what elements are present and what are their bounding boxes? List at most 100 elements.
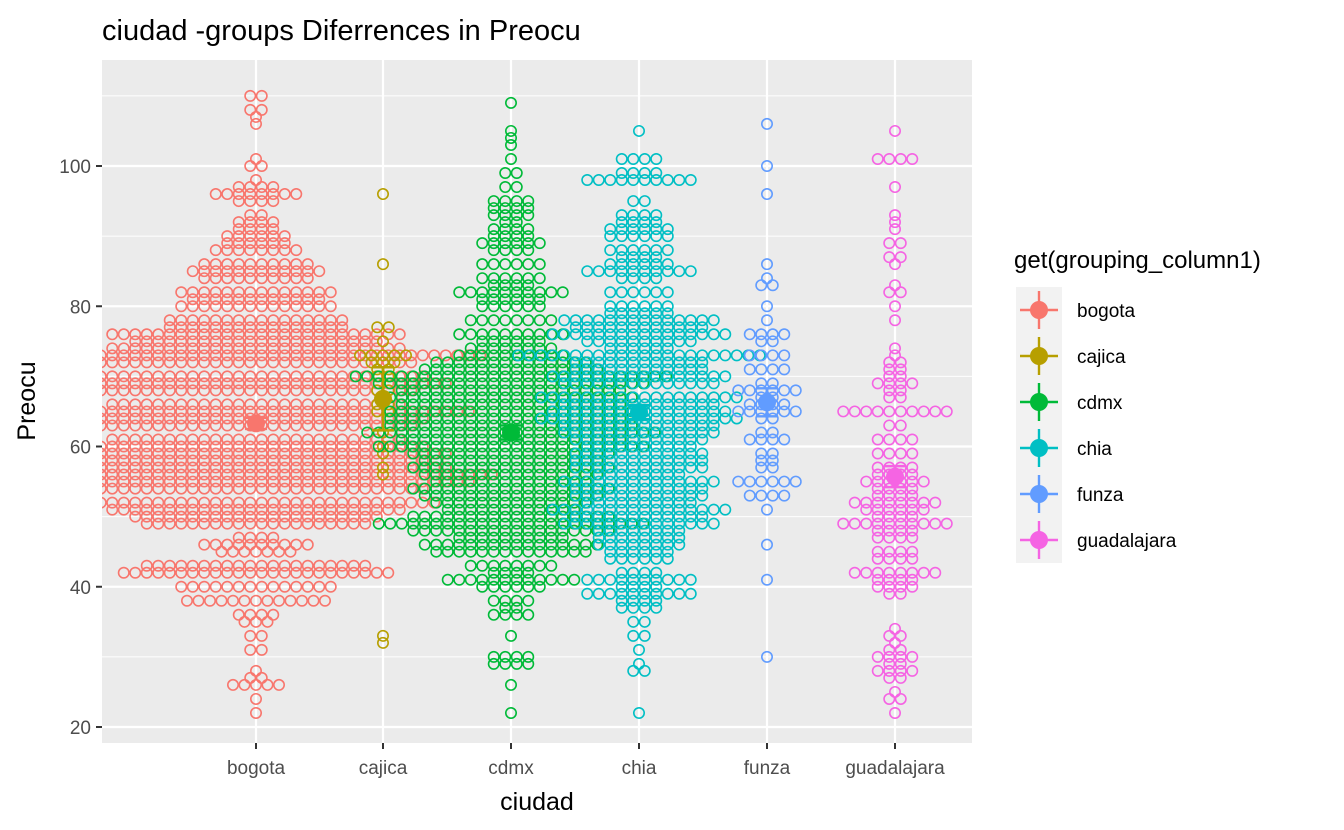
data-point bbox=[883, 377, 896, 390]
data-point bbox=[522, 223, 535, 236]
data-point bbox=[696, 419, 709, 432]
data-point bbox=[871, 377, 884, 390]
data-point bbox=[255, 181, 268, 194]
data-point bbox=[175, 559, 188, 572]
data-point bbox=[592, 412, 605, 425]
data-point bbox=[347, 475, 360, 488]
data-point bbox=[592, 489, 605, 502]
data-point bbox=[592, 538, 605, 551]
data-point bbox=[221, 244, 234, 257]
data-point bbox=[140, 335, 153, 348]
data-point bbox=[290, 384, 303, 397]
data-point bbox=[673, 538, 686, 551]
data-point bbox=[244, 349, 257, 362]
data-point bbox=[499, 440, 512, 453]
data-point bbox=[556, 538, 569, 551]
data-point bbox=[175, 342, 188, 355]
data-point bbox=[581, 377, 594, 390]
data-point bbox=[313, 328, 326, 341]
data-point bbox=[522, 580, 535, 593]
data-point bbox=[232, 195, 245, 208]
mean-markers bbox=[245, 366, 906, 489]
data-point bbox=[453, 426, 466, 439]
data-point bbox=[499, 510, 512, 523]
data-point bbox=[453, 524, 466, 537]
data-point bbox=[673, 391, 686, 404]
data-point bbox=[627, 440, 640, 453]
data-point bbox=[336, 475, 349, 488]
data-point bbox=[604, 265, 617, 278]
data-point bbox=[894, 152, 907, 165]
data-point bbox=[255, 272, 268, 285]
data-point bbox=[255, 223, 268, 236]
data-point bbox=[522, 496, 535, 509]
data-point bbox=[221, 314, 234, 327]
data-point bbox=[186, 265, 199, 278]
data-point bbox=[407, 419, 420, 432]
data-point bbox=[318, 594, 331, 607]
data-point bbox=[284, 545, 297, 558]
data-point bbox=[407, 398, 420, 411]
data-point bbox=[581, 489, 594, 502]
data-point bbox=[545, 363, 558, 376]
data-point bbox=[545, 454, 558, 467]
data-point bbox=[464, 412, 477, 425]
data-point bbox=[696, 433, 709, 446]
data-point bbox=[510, 454, 523, 467]
data-point bbox=[673, 475, 686, 488]
data-point bbox=[888, 342, 901, 355]
data-point bbox=[313, 559, 326, 572]
x-tick-label: cdmx bbox=[488, 758, 534, 779]
data-point bbox=[140, 454, 153, 467]
data-point bbox=[545, 517, 558, 530]
data-point bbox=[324, 419, 337, 432]
data-point bbox=[522, 454, 535, 467]
data-point bbox=[106, 398, 119, 411]
data-point bbox=[894, 587, 907, 600]
data-point bbox=[604, 433, 617, 446]
data-point bbox=[347, 377, 360, 390]
data-point bbox=[278, 188, 291, 201]
data-point bbox=[267, 468, 280, 481]
data-point bbox=[615, 216, 628, 229]
data-point bbox=[278, 321, 291, 334]
data-point bbox=[140, 566, 153, 579]
data-point bbox=[545, 538, 558, 551]
data-point bbox=[615, 503, 628, 516]
data-point bbox=[522, 286, 535, 299]
data-point bbox=[888, 124, 901, 137]
data-point bbox=[140, 419, 153, 432]
data-point bbox=[533, 440, 546, 453]
data-point bbox=[906, 377, 919, 390]
data-point bbox=[430, 489, 443, 502]
data-point bbox=[888, 279, 901, 292]
data-point bbox=[522, 482, 535, 495]
data-point bbox=[336, 328, 349, 341]
data-point bbox=[627, 468, 640, 481]
data-point bbox=[255, 482, 268, 495]
data-point bbox=[558, 419, 571, 432]
data-point bbox=[760, 300, 773, 313]
data-point bbox=[255, 447, 268, 460]
data-point bbox=[615, 517, 628, 530]
data-point bbox=[883, 566, 896, 579]
data-point bbox=[255, 160, 268, 173]
data-point bbox=[140, 328, 153, 341]
data-point bbox=[556, 482, 569, 495]
data-point bbox=[353, 349, 366, 362]
data-point bbox=[255, 440, 268, 453]
data-point bbox=[778, 475, 791, 488]
data-point bbox=[255, 538, 268, 551]
data-point bbox=[244, 223, 257, 236]
data-point bbox=[336, 433, 349, 446]
data-point bbox=[186, 510, 199, 523]
data-point bbox=[615, 475, 628, 488]
data-point bbox=[627, 489, 640, 502]
data-point bbox=[186, 377, 199, 390]
data-point bbox=[359, 447, 372, 460]
data-point bbox=[244, 342, 257, 355]
data-point bbox=[673, 419, 686, 432]
data-point bbox=[545, 531, 558, 544]
data-point bbox=[198, 468, 211, 481]
data-point bbox=[661, 335, 674, 348]
